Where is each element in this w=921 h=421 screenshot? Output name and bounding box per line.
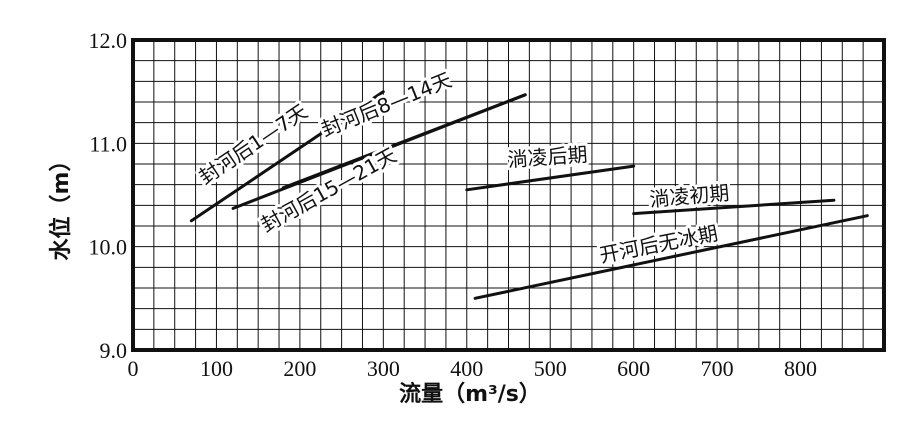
- series-line-6: [473, 214, 869, 300]
- y-axis-ticks: 9.0 10.0 11.0 12.0: [89, 28, 128, 363]
- grid: [132, 39, 885, 351]
- series-label-4: 淌凌后期: [507, 142, 588, 172]
- series-lines: [189, 90, 869, 300]
- x-tick-label: 800: [784, 356, 817, 381]
- y-tick-label: 10.0: [89, 235, 128, 260]
- x-tick-label: 700: [701, 356, 734, 381]
- x-tick-label: 400: [450, 356, 483, 381]
- y-tick-label: 9.0: [100, 338, 128, 363]
- x-tick-label: 600: [617, 356, 650, 381]
- series-line-5: [632, 198, 836, 216]
- y-tick-label: 12.0: [89, 28, 128, 53]
- x-tick-label: 0: [128, 356, 139, 381]
- y-axis-title: 水位（m）: [48, 150, 74, 261]
- x-tick-label: 200: [283, 356, 316, 381]
- x-axis-ticks: 0 100 200 300 400 500 600 700 800: [128, 356, 818, 381]
- x-axis-title: 流量（m³/s）: [399, 381, 541, 407]
- x-tick-label: 300: [367, 356, 400, 381]
- series-label-1: 封河后1—7天: [194, 99, 311, 189]
- series-line-1: [189, 90, 385, 223]
- x-tick-label: 500: [534, 356, 567, 381]
- y-tick-label: 11.0: [89, 131, 127, 156]
- plot-frame: [131, 38, 886, 352]
- series-line-3: [231, 93, 527, 210]
- series-line-4: [465, 164, 636, 192]
- x-tick-label: 100: [200, 356, 233, 381]
